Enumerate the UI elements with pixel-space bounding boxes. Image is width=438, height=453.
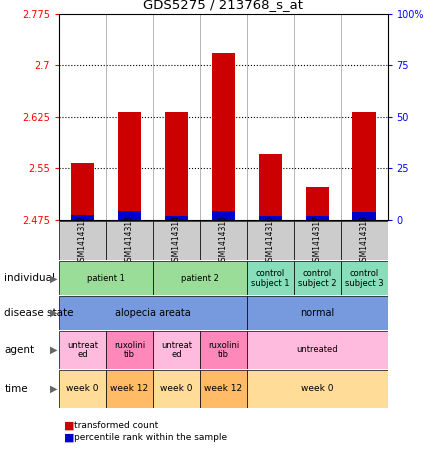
Text: ruxolini
tib: ruxolini tib bbox=[114, 341, 145, 359]
Text: untreated: untreated bbox=[297, 346, 338, 354]
Text: disease state: disease state bbox=[4, 308, 74, 318]
Text: untreat
ed: untreat ed bbox=[67, 341, 98, 359]
Bar bbox=[200, 370, 247, 408]
Text: ▶: ▶ bbox=[49, 384, 57, 394]
Bar bbox=[165, 112, 188, 220]
Text: untreat
ed: untreat ed bbox=[161, 341, 192, 359]
Bar bbox=[59, 331, 106, 369]
Text: week 0: week 0 bbox=[160, 385, 193, 393]
Bar bbox=[200, 331, 247, 369]
Bar bbox=[247, 370, 388, 408]
Text: ▶: ▶ bbox=[49, 308, 57, 318]
Text: normal: normal bbox=[300, 308, 334, 318]
Bar bbox=[106, 331, 153, 369]
Text: week 12: week 12 bbox=[204, 385, 243, 393]
Bar bbox=[294, 261, 341, 295]
Text: ruxolini
tib: ruxolini tib bbox=[208, 341, 239, 359]
Text: ■: ■ bbox=[64, 432, 74, 442]
Text: alopecia areata: alopecia areata bbox=[115, 308, 191, 318]
Text: GSM1414317: GSM1414317 bbox=[313, 215, 322, 266]
Text: week 0: week 0 bbox=[301, 385, 333, 393]
Bar bbox=[153, 261, 247, 295]
Bar bbox=[212, 212, 235, 220]
Bar bbox=[305, 187, 329, 220]
Bar bbox=[212, 53, 235, 220]
Bar bbox=[247, 221, 294, 260]
Bar bbox=[305, 216, 329, 220]
Text: GSM1414313: GSM1414313 bbox=[125, 215, 134, 266]
Bar bbox=[341, 261, 388, 295]
Bar bbox=[153, 221, 200, 260]
Text: control
subject 3: control subject 3 bbox=[345, 269, 384, 288]
Bar bbox=[106, 221, 153, 260]
Bar bbox=[59, 261, 153, 295]
Bar bbox=[258, 154, 282, 220]
Text: GSM1414314: GSM1414314 bbox=[172, 215, 181, 266]
Title: GDS5275 / 213768_s_at: GDS5275 / 213768_s_at bbox=[143, 0, 304, 11]
Bar bbox=[341, 221, 388, 260]
Bar bbox=[247, 261, 294, 295]
Bar bbox=[153, 331, 200, 369]
Text: ▶: ▶ bbox=[49, 345, 57, 355]
Text: GSM1414312: GSM1414312 bbox=[78, 215, 87, 266]
Bar bbox=[258, 216, 282, 220]
Text: patient 1: patient 1 bbox=[87, 274, 125, 283]
Bar bbox=[200, 221, 247, 260]
Bar bbox=[71, 163, 94, 220]
Bar bbox=[247, 331, 388, 369]
Bar bbox=[153, 370, 200, 408]
Text: ▶: ▶ bbox=[49, 273, 57, 284]
Text: agent: agent bbox=[4, 345, 35, 355]
Text: ■: ■ bbox=[64, 421, 74, 431]
Bar bbox=[353, 212, 376, 220]
Bar bbox=[118, 212, 141, 220]
Bar bbox=[59, 370, 106, 408]
Text: control
subject 2: control subject 2 bbox=[298, 269, 336, 288]
Text: GSM1414316: GSM1414316 bbox=[266, 215, 275, 266]
Bar bbox=[294, 221, 341, 260]
Text: individual: individual bbox=[4, 273, 55, 284]
Text: GSM1414318: GSM1414318 bbox=[360, 215, 369, 266]
Text: transformed count: transformed count bbox=[74, 421, 159, 430]
Bar bbox=[353, 112, 376, 220]
Bar bbox=[106, 370, 153, 408]
Text: week 12: week 12 bbox=[110, 385, 148, 393]
Bar bbox=[71, 215, 94, 220]
Bar bbox=[247, 296, 388, 330]
Text: GSM1414315: GSM1414315 bbox=[219, 215, 228, 266]
Text: percentile rank within the sample: percentile rank within the sample bbox=[74, 433, 228, 442]
Text: week 0: week 0 bbox=[66, 385, 99, 393]
Bar bbox=[59, 296, 247, 330]
Text: time: time bbox=[4, 384, 28, 394]
Text: control
subject 1: control subject 1 bbox=[251, 269, 290, 288]
Text: patient 2: patient 2 bbox=[181, 274, 219, 283]
Bar bbox=[118, 112, 141, 220]
Bar bbox=[59, 221, 106, 260]
Bar bbox=[165, 216, 188, 220]
